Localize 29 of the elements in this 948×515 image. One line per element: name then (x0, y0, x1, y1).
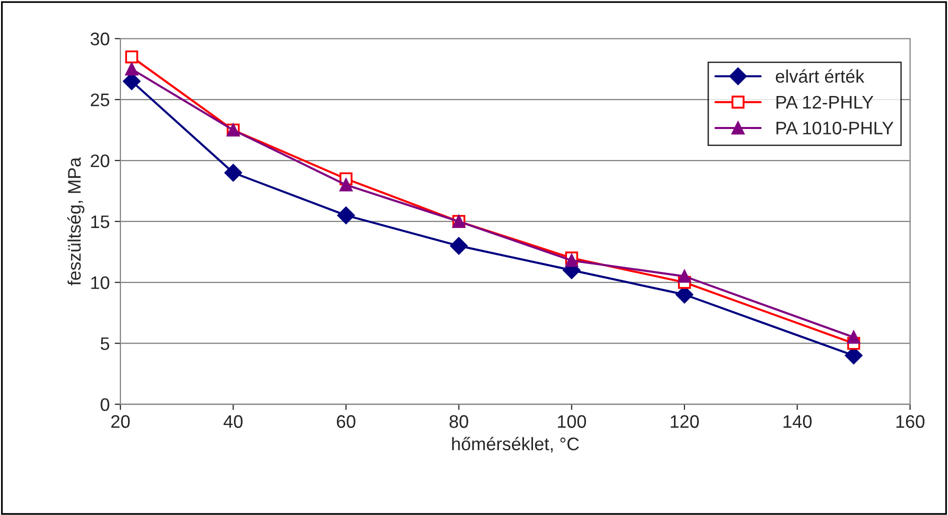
legend-label: elvárt érték (776, 69, 864, 83)
x-tick-label: 140 (784, 415, 812, 428)
x-tick-label: 20 (111, 415, 130, 428)
y-tick-label: 10 (91, 276, 110, 290)
x-tick-label: 60 (336, 415, 356, 428)
x-tick-label: 40 (224, 415, 243, 428)
x-tick-label: 80 (450, 415, 468, 428)
x-axis-title: hőmérséklet, °C (452, 436, 579, 452)
y-tick-label: 20 (90, 154, 110, 168)
point (340, 178, 352, 192)
x-tick-label: 120 (670, 415, 699, 428)
legend-label: PA 12-PHLY (776, 96, 874, 108)
point (337, 206, 355, 224)
point (125, 62, 138, 76)
y-axis-title: feszültség, MPa (67, 157, 84, 286)
point (565, 254, 578, 267)
point (125, 50, 138, 64)
point (450, 237, 468, 255)
y-tick-label: 15 (91, 216, 110, 228)
x-tick-label: 160 (896, 415, 924, 428)
point (224, 164, 242, 182)
point (678, 270, 691, 283)
y-tick-label: 25 (90, 94, 110, 106)
x-tick-label: 100 (558, 415, 586, 428)
y-tick-label: 0 (100, 398, 110, 411)
legend-label: PA 1010-PHLY (776, 122, 894, 134)
y-tick-label: 30 (90, 32, 110, 46)
y-tick-label: 5 (100, 337, 110, 350)
point (847, 330, 860, 344)
